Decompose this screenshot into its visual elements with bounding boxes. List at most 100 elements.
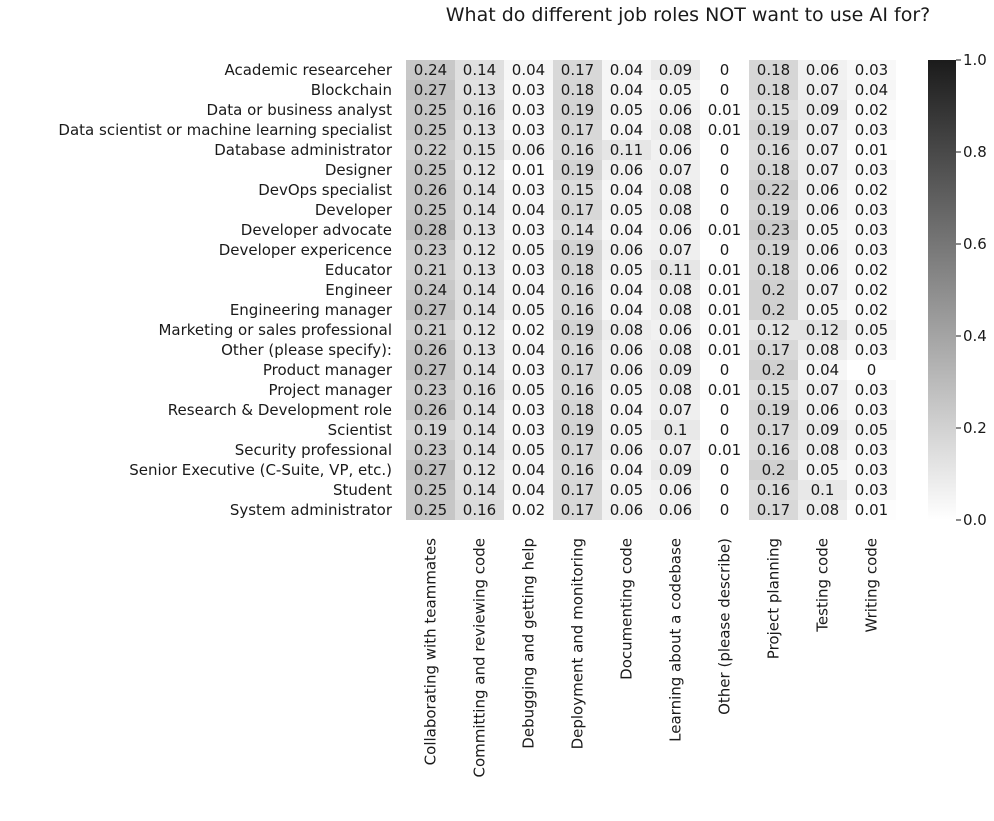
cell-value-label: 0.07 — [659, 241, 692, 259]
cell-value-label: 0.09 — [806, 421, 839, 439]
cell-value-label: 0.01 — [708, 121, 741, 139]
cell-value-label: 0.27 — [414, 461, 447, 479]
cell-value-label: 0.25 — [414, 201, 447, 219]
cell-value-label: 0.15 — [757, 381, 790, 399]
heatmap-cell — [406, 300, 455, 320]
cell-value-label: 0.03 — [855, 461, 888, 479]
cell-value-label: 0.03 — [855, 201, 888, 219]
heatmap-cell — [798, 420, 847, 440]
cell-value-label: 0.05 — [806, 301, 839, 319]
cell-value-label: 0.03 — [855, 241, 888, 259]
heatmap-cell — [553, 480, 602, 500]
heatmap-cell — [749, 140, 798, 160]
heatmap-cell — [651, 180, 700, 200]
row-label: Engineering manager — [230, 301, 393, 319]
cell-value-label: 0.14 — [463, 281, 496, 299]
cell-value-label: 0.06 — [806, 401, 839, 419]
cell-value-label: 0.08 — [806, 441, 839, 459]
heatmap-cell — [406, 200, 455, 220]
cell-value-label: 0.03 — [855, 341, 888, 359]
cell-value-label: 0.08 — [806, 501, 839, 519]
cell-value-label: 0.12 — [463, 321, 496, 339]
cell-value-label: 0.11 — [610, 141, 643, 159]
cell-value-label: 0.17 — [757, 341, 790, 359]
cell-value-label: 0.07 — [806, 121, 839, 139]
cell-value-label: 0.12 — [463, 241, 496, 259]
cell-value-label: 0.08 — [659, 281, 692, 299]
cell-value-label: 0.18 — [757, 81, 790, 99]
heatmap-cell — [651, 500, 700, 520]
heatmap-cell — [455, 440, 504, 460]
heatmap-cell — [455, 240, 504, 260]
heatmap-cell — [602, 360, 651, 380]
cell-value-label: 0.14 — [463, 201, 496, 219]
cell-value-label: 0.03 — [855, 481, 888, 499]
heatmap-cell — [602, 300, 651, 320]
heatmap-cell — [651, 440, 700, 460]
column-label: Debugging and getting help — [520, 538, 538, 749]
heatmap-cell — [553, 140, 602, 160]
heatmap-cell — [749, 300, 798, 320]
heatmap-cell — [798, 360, 847, 380]
heatmap-cell — [798, 160, 847, 180]
row-label: Senior Executive (C-Suite, VP, etc.) — [129, 461, 392, 479]
heatmap-cell — [455, 300, 504, 320]
cell-value-label: 0.04 — [610, 281, 643, 299]
cell-value-label: 0.06 — [806, 181, 839, 199]
heatmap-cell — [700, 160, 749, 180]
cell-value-label: 0.23 — [414, 241, 447, 259]
cell-value-label: 0.04 — [806, 361, 839, 379]
cell-value-label: 0.27 — [414, 81, 447, 99]
cell-value-label: 0.02 — [512, 501, 545, 519]
heatmap-cell — [455, 140, 504, 160]
cell-value-label: 0.17 — [561, 121, 594, 139]
cell-value-label: 0.11 — [659, 261, 692, 279]
heatmap-cell — [602, 280, 651, 300]
cell-value-label: 0.18 — [561, 261, 594, 279]
cell-value-label: 0 — [720, 501, 730, 519]
cell-value-label: 0.05 — [512, 441, 545, 459]
cell-value-label: 0.04 — [610, 221, 643, 239]
row-label: Engineer — [325, 281, 393, 299]
column-label: Other (please describe) — [716, 538, 734, 715]
heatmap-cell — [749, 340, 798, 360]
row-label: Security professional — [235, 441, 392, 459]
heatmap-cell — [847, 300, 896, 320]
cell-value-label: 0 — [867, 361, 877, 379]
cell-value-label: 0.07 — [806, 381, 839, 399]
row-label: Database administrator — [214, 141, 393, 159]
heatmap-cell — [455, 220, 504, 240]
heatmap-cell — [700, 60, 749, 80]
cell-value-label: 0 — [720, 481, 730, 499]
heatmap-cell — [553, 440, 602, 460]
cell-value-label: 0.05 — [806, 221, 839, 239]
cell-value-label: 0.13 — [463, 221, 496, 239]
cell-value-label: 0.04 — [610, 301, 643, 319]
cell-value-label: 0.06 — [659, 221, 692, 239]
heatmap-cell — [798, 240, 847, 260]
heatmap-cell — [847, 440, 896, 460]
heatmap-cell — [504, 200, 553, 220]
heatmap-cell — [455, 420, 504, 440]
cell-value-label: 0.18 — [757, 61, 790, 79]
heatmap-cell — [749, 240, 798, 260]
heatmap-cell — [406, 320, 455, 340]
cell-value-label: 0.01 — [512, 161, 545, 179]
cell-value-label: 0.01 — [708, 101, 741, 119]
cell-value-label: 0.15 — [463, 141, 496, 159]
cell-value-label: 0.2 — [762, 461, 786, 479]
heatmap-cell — [847, 260, 896, 280]
cell-value-label: 0.02 — [855, 261, 888, 279]
cell-value-label: 0.13 — [463, 81, 496, 99]
row-label: Other (please specify): — [221, 341, 392, 359]
cell-value-label: 0 — [720, 61, 730, 79]
heatmap-cell — [847, 360, 896, 380]
heatmap-cell — [700, 200, 749, 220]
heatmap-cell — [700, 80, 749, 100]
row-label: Research & Development role — [168, 401, 392, 419]
cell-value-label: 0.16 — [757, 481, 790, 499]
heatmap-cell — [749, 480, 798, 500]
heatmap-cell — [504, 380, 553, 400]
cell-value-label: 0.01 — [855, 501, 888, 519]
heatmap-cell — [553, 180, 602, 200]
